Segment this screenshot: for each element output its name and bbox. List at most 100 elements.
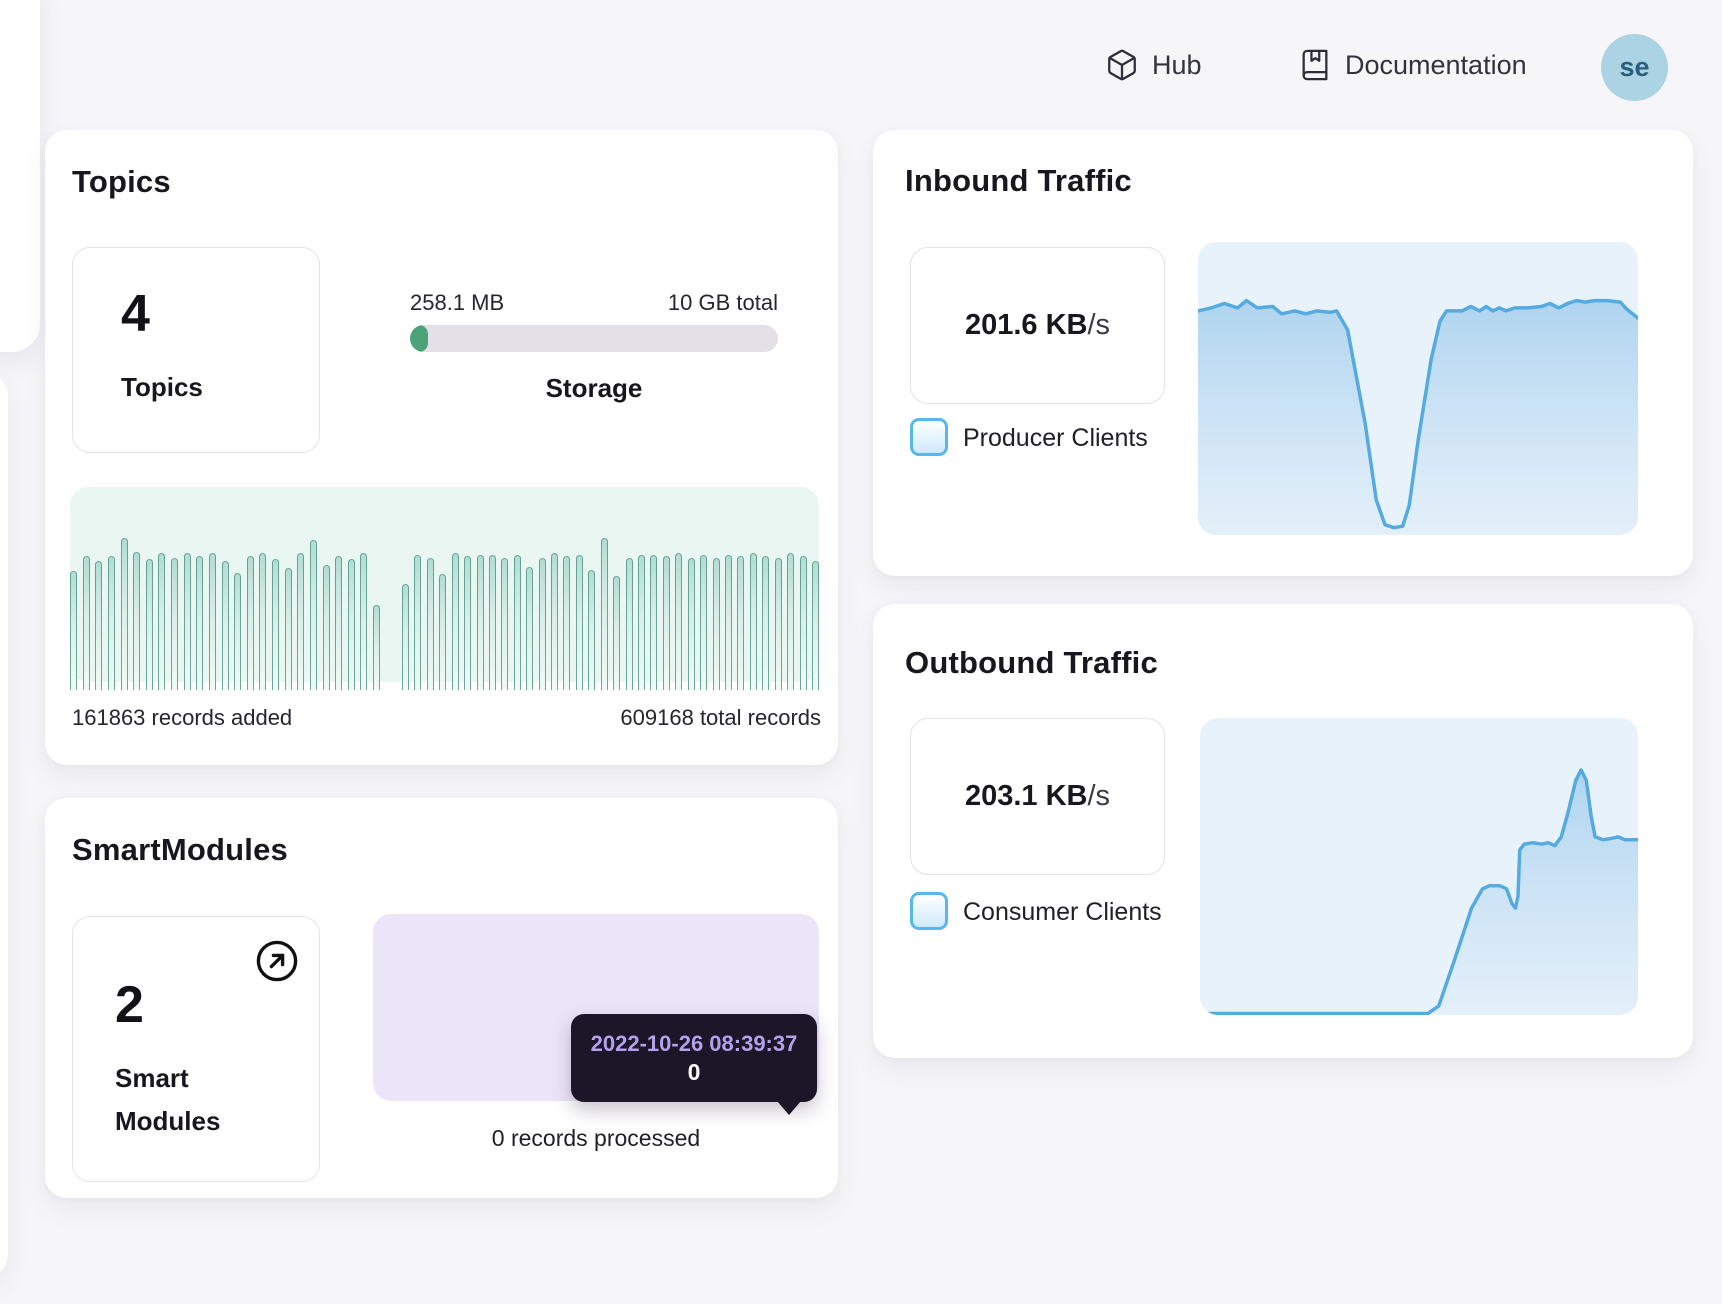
record-bar <box>145 559 153 690</box>
record-bar <box>183 553 191 690</box>
record-bar <box>414 555 422 690</box>
record-bar <box>625 558 633 690</box>
record-bar <box>513 555 521 690</box>
record-bar <box>360 553 368 690</box>
inbound-rate-unit: /s <box>1087 309 1111 341</box>
record-bar <box>613 576 621 690</box>
record-bar <box>762 556 770 690</box>
offscreen-card-edge-top <box>0 0 40 352</box>
tooltip-value: 0 <box>687 1058 701 1085</box>
topics-count-label: Topics <box>121 372 203 402</box>
record-bar <box>171 558 178 690</box>
record-bar <box>526 567 534 690</box>
record-bar <box>811 561 819 690</box>
total-records-bar-group <box>402 525 819 690</box>
record-bar <box>221 561 229 690</box>
record-bar <box>246 556 254 690</box>
record-bar <box>208 553 216 690</box>
inbound-rate-value: 201.6 KB <box>964 309 1088 341</box>
record-bar <box>700 555 708 690</box>
record-bar <box>133 552 141 690</box>
record-bar <box>347 559 355 690</box>
outbound-rate-value: 203.1 KB <box>964 780 1088 812</box>
record-bar <box>120 538 128 690</box>
outbound-rate-box: 203.1 KB/s <box>910 718 1165 875</box>
outbound-traffic-card: Outbound Traffic 203.1 KB/s Consumer Cli… <box>873 604 1693 1058</box>
record-bar <box>234 573 242 690</box>
expand-arrow-icon[interactable] <box>253 937 301 985</box>
smartmodules-count-label: Smart Modules <box>115 1057 220 1143</box>
chart-tooltip: 2022-10-26 08:39:37 0 <box>571 1014 817 1115</box>
record-bar <box>638 555 646 690</box>
record-bar <box>662 556 670 690</box>
storage-progress-fill <box>410 325 429 352</box>
topics-count-box: 4 Topics <box>72 247 320 453</box>
record-bar <box>712 558 720 690</box>
record-bar <box>488 555 496 690</box>
record-bar <box>737 556 745 690</box>
record-bar <box>588 570 596 690</box>
smartmodules-label-line2: Modules <box>115 1106 221 1136</box>
topics-card: Topics 4 Topics 258.1 MB 10 GB total Sto… <box>45 130 838 765</box>
smartmodules-card-title: SmartModules <box>72 832 288 867</box>
record-bar <box>600 538 608 690</box>
topics-count-value: 4 <box>121 285 150 343</box>
smartmodules-label-line1: Smart <box>115 1063 189 1093</box>
record-bar <box>373 605 380 690</box>
record-bar <box>787 553 795 690</box>
record-bar <box>799 556 807 690</box>
consumer-clients-checkbox[interactable] <box>910 892 948 930</box>
record-bar <box>272 559 279 690</box>
record-bar <box>551 553 559 690</box>
package-icon <box>1105 48 1139 82</box>
record-bar <box>284 568 292 690</box>
record-bar <box>95 561 103 690</box>
producer-clients-label: Producer Clients <box>963 424 1148 452</box>
record-bar <box>309 540 317 690</box>
tooltip-timestamp: 2022-10-26 08:39:37 <box>590 1030 798 1056</box>
consumer-clients-label: Consumer Clients <box>963 898 1162 926</box>
record-bar <box>749 553 757 690</box>
smartmodules-card: SmartModules 2 Smart Modules 2022-10-26 … <box>45 798 838 1198</box>
record-bar <box>259 553 267 690</box>
inbound-traffic-chart <box>1198 242 1638 535</box>
nav-hub-label: Hub <box>1152 49 1202 80</box>
inbound-card-title: Inbound Traffic <box>905 163 1132 198</box>
record-bar <box>575 555 583 690</box>
nav-hub[interactable]: Hub <box>1105 45 1202 85</box>
user-avatar[interactable]: se <box>1601 34 1668 101</box>
producer-clients-checkbox[interactable] <box>910 418 948 456</box>
record-bar <box>402 584 409 690</box>
inbound-rate-box: 201.6 KB/s <box>910 247 1165 404</box>
offscreen-card-edge-bottom <box>0 372 8 1278</box>
record-bar <box>426 558 434 690</box>
book-icon <box>1298 48 1332 82</box>
record-bar <box>563 556 571 690</box>
record-bar <box>650 555 658 690</box>
record-bar <box>158 553 166 690</box>
nav-documentation[interactable]: Documentation <box>1298 45 1527 85</box>
outbound-card-title: Outbound Traffic <box>905 645 1158 680</box>
records-added-count: 161863 records added <box>72 705 293 730</box>
records-added-bar-group <box>70 525 380 690</box>
outbound-traffic-chart <box>1200 718 1638 1015</box>
storage-used-label: 258.1 MB <box>410 290 505 315</box>
record-bar <box>82 556 90 690</box>
record-bar <box>538 558 546 690</box>
record-bar <box>687 558 695 690</box>
record-bar <box>439 574 447 690</box>
topics-card-title: Topics <box>72 164 171 199</box>
inbound-traffic-card: Inbound Traffic 201.6 KB/s Producer Clie… <box>873 130 1693 576</box>
record-bar <box>322 565 330 690</box>
smartmodules-count-box: 2 Smart Modules <box>72 916 320 1182</box>
total-records-count: 609168 total records <box>620 705 821 730</box>
record-bar <box>675 553 683 690</box>
record-bar <box>501 558 509 690</box>
record-bar <box>70 571 77 690</box>
record-bar <box>476 555 484 690</box>
smartmodules-count-value: 2 <box>115 976 144 1034</box>
records-bar-chart <box>70 487 819 690</box>
record-bar <box>724 555 732 690</box>
record-bar <box>107 556 115 690</box>
record-bar <box>297 553 305 690</box>
